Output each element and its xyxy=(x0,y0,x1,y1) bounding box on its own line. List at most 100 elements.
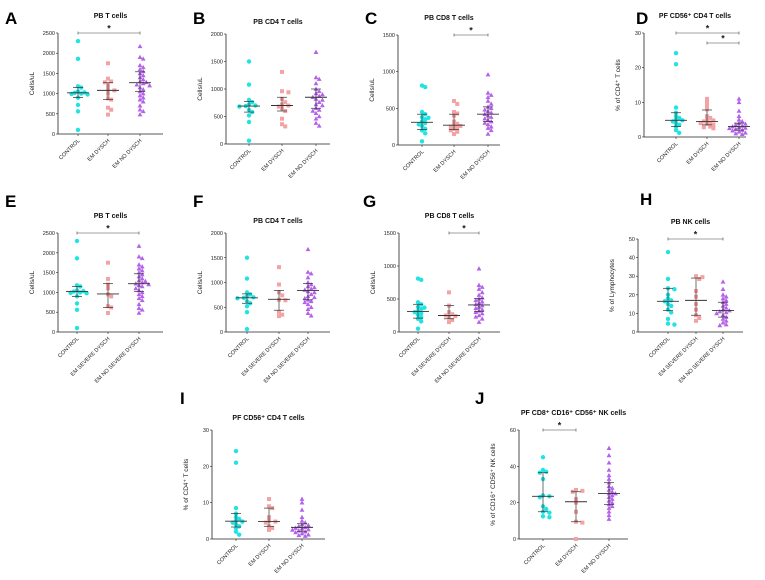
y-axis-label: Cells/uL xyxy=(197,270,204,294)
y-tick-label: 40 xyxy=(629,256,635,262)
panel-g: G PB CD8 T cells 0 500 1000 1500 Cells/uL CONTR… xyxy=(363,192,500,385)
x-tick-label: EM NO DYSCH xyxy=(460,149,492,181)
data-point xyxy=(277,310,281,315)
panel-c: C PB CD8 T cells 0 500 1000 1500 Cells/uL CONTR… xyxy=(365,9,500,181)
data-point xyxy=(609,492,615,498)
data-point xyxy=(237,524,242,529)
data-point xyxy=(455,125,460,130)
data-point xyxy=(476,319,482,324)
y-axis-label: Cells/uL xyxy=(370,270,377,294)
data-point xyxy=(233,529,239,534)
data-point xyxy=(677,130,682,136)
data-point xyxy=(280,116,284,121)
data-point xyxy=(476,292,482,297)
data-point xyxy=(299,514,305,519)
x-tick-label: CONTROL xyxy=(398,336,421,359)
data-point xyxy=(246,138,252,143)
data-point xyxy=(244,290,250,295)
data-point xyxy=(452,110,456,114)
data-point xyxy=(137,66,143,72)
data-point xyxy=(720,286,726,292)
data-point xyxy=(299,500,305,505)
panel-title: PB CD8 T cells xyxy=(424,15,474,22)
data-point xyxy=(306,522,311,527)
data-point xyxy=(312,294,317,300)
y-tick-label: 0 xyxy=(206,537,209,543)
data-point xyxy=(244,255,250,260)
data-point xyxy=(140,72,146,78)
y-tick-label: 1000 xyxy=(383,70,395,76)
data-point xyxy=(139,289,145,295)
y-tick-label: 60 xyxy=(510,428,516,434)
data-point xyxy=(447,290,451,295)
data-point xyxy=(606,467,612,472)
y-tick-label: 0 xyxy=(632,330,635,336)
y-tick-label: 0 xyxy=(392,143,395,149)
data-point xyxy=(669,298,674,303)
data-point xyxy=(580,488,585,493)
data-point xyxy=(137,62,143,68)
y-tick-label: 0 xyxy=(638,135,641,141)
data-point xyxy=(697,316,702,321)
data-point xyxy=(137,43,143,49)
data-point xyxy=(283,100,288,105)
data-point xyxy=(75,109,81,114)
data-point xyxy=(74,301,80,306)
data-point xyxy=(299,507,305,512)
panel-a: A PB T cells 0 500 1000 1500 2000 2500 Cells/uL C… xyxy=(5,9,163,170)
y-tick-label: 0 xyxy=(220,142,223,148)
data-point xyxy=(308,291,314,297)
y-tick-label: 30 xyxy=(635,31,641,37)
y-axis-label: % of CD4⁺ T cells xyxy=(183,458,190,510)
data-point xyxy=(109,107,114,112)
y-tick-label: 10 xyxy=(635,100,641,106)
y-tick-label: 500 xyxy=(214,115,223,121)
x-tick-label: EM NO SEVERE DYSCH xyxy=(678,336,727,385)
data-point xyxy=(302,295,308,301)
data-point xyxy=(476,266,482,271)
data-point xyxy=(473,297,479,303)
data-point xyxy=(78,290,83,295)
data-point xyxy=(139,255,145,261)
data-point xyxy=(705,100,709,105)
panel-label: H xyxy=(640,190,652,209)
data-point xyxy=(233,505,239,511)
data-point xyxy=(606,509,612,514)
data-point xyxy=(711,126,716,131)
data-point xyxy=(106,76,110,81)
data-point xyxy=(139,268,145,273)
data-point xyxy=(473,305,479,311)
data-point xyxy=(137,93,143,98)
data-point xyxy=(419,128,425,133)
data-point xyxy=(139,297,145,303)
data-point xyxy=(235,296,240,301)
data-point xyxy=(479,311,485,316)
panel-title: PB T cells xyxy=(94,213,128,220)
data-point xyxy=(296,528,302,533)
data-point xyxy=(244,304,250,309)
data-point xyxy=(237,104,242,109)
data-point xyxy=(277,265,281,270)
panel-label: F xyxy=(193,192,203,211)
data-point xyxy=(482,107,488,112)
data-point xyxy=(547,515,552,520)
data-point xyxy=(134,82,140,87)
data-point xyxy=(720,296,726,301)
data-point xyxy=(455,101,460,106)
data-point xyxy=(476,313,482,318)
data-point xyxy=(140,64,146,70)
data-point xyxy=(136,305,142,311)
data-point xyxy=(574,537,578,541)
data-point xyxy=(139,293,145,299)
data-point xyxy=(313,120,319,125)
data-point xyxy=(320,92,325,97)
data-point xyxy=(708,120,713,125)
data-point xyxy=(723,322,729,327)
data-point xyxy=(143,278,148,284)
data-point xyxy=(720,320,726,325)
y-tick-label: 0 xyxy=(393,330,396,336)
data-point xyxy=(106,61,110,66)
data-point xyxy=(609,485,615,490)
data-point xyxy=(140,91,146,96)
data-point xyxy=(698,121,703,126)
